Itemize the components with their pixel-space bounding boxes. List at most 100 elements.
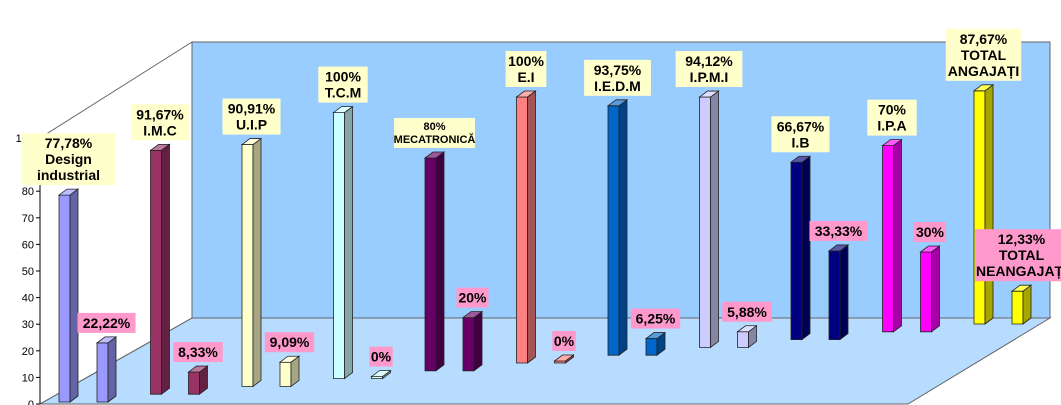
data-label-unemployed: 20% <box>456 287 489 308</box>
data-label-employed-box <box>318 66 368 103</box>
data-label-employed-text: 77,78% <box>45 135 93 151</box>
bar-employed-front <box>150 149 162 395</box>
bar-employed-front <box>699 96 711 348</box>
data-label-employed-box <box>22 133 115 186</box>
bar-employed-side <box>344 105 353 380</box>
data-label-employed-text: I.P.M.I <box>690 69 729 85</box>
data-label-unemployed-text: 9,09% <box>270 334 310 350</box>
data-label-employed-text: 70% <box>878 102 907 118</box>
bar-unemployed-front <box>188 371 200 395</box>
data-label-unemployed-box <box>456 287 489 308</box>
data-label-employed-text: industrial <box>37 167 100 183</box>
bar-unemployed-top <box>95 336 118 344</box>
bar-employed-front <box>607 105 620 356</box>
y-tick-label: 40 <box>22 293 34 305</box>
bar-unemployed-top <box>187 365 209 373</box>
bar-unemployed-side <box>931 245 940 333</box>
bar-employed-top <box>698 90 720 98</box>
data-label-unemployed-text: 5,88% <box>727 304 767 320</box>
bar-employed-side <box>435 151 445 372</box>
data-label-unemployed-text: 12,33% <box>998 231 1046 247</box>
data-label-employed-text: 91,67% <box>136 106 184 122</box>
data-label-unemployed-text: TOTAL <box>999 247 1045 263</box>
y-tick-label: 50 <box>22 266 34 278</box>
data-label-employed: 100%T.C.M <box>318 66 368 103</box>
bar-employed-front <box>424 157 437 372</box>
bar-employed-front <box>241 144 254 387</box>
data-label-employed: 94,12%I.P.M.I <box>675 51 743 88</box>
data-label-unemployed-box <box>913 222 947 242</box>
bar-employed <box>149 143 171 396</box>
bar-unemployed-front <box>1011 290 1024 325</box>
data-label-unemployed-box <box>809 220 868 241</box>
y-tick-label: 80 <box>22 186 34 198</box>
bar-employed-side <box>69 188 79 403</box>
data-label-employed-box <box>584 59 651 96</box>
bar-unemployed-side <box>1022 284 1032 325</box>
data-label-unemployed: 22,22% <box>77 312 136 333</box>
bar-unemployed-side <box>839 244 849 341</box>
y-tick-label: 0 <box>28 399 34 405</box>
bar-unemployed-side <box>107 336 117 403</box>
bar-employed-front <box>973 90 986 325</box>
data-label-unemployed-text: 6,25% <box>636 311 676 327</box>
bar-employed <box>240 137 263 388</box>
data-label-unemployed-box <box>173 342 223 363</box>
data-label-unemployed-box <box>630 308 681 329</box>
data-label-unemployed: 9,09% <box>264 332 315 353</box>
data-label-employed-text: E.I <box>517 69 534 85</box>
bar-employed-top <box>972 84 995 92</box>
bar-unemployed <box>736 324 758 349</box>
bar-employed-side <box>801 155 811 341</box>
y-tick-label: 70 <box>22 213 34 225</box>
data-label-employed-box <box>771 116 830 153</box>
data-label-unemployed-text: 20% <box>458 290 487 306</box>
data-label-unemployed-box <box>369 346 393 367</box>
data-label-unemployed: 0% <box>369 346 393 367</box>
data-label-unemployed-box <box>264 332 315 353</box>
bar-employed-side <box>618 99 628 357</box>
data-label-employed-box <box>130 104 190 141</box>
bar-unemployed <box>827 244 850 341</box>
bar-unemployed-top <box>278 355 301 363</box>
bar-unemployed <box>187 365 209 396</box>
data-label-employed-text: 93,75% <box>594 62 642 78</box>
bar-employed <box>972 83 995 325</box>
bar-unemployed-front <box>737 331 749 348</box>
data-label-employed-text: I.E.D.M <box>594 78 641 94</box>
y-tick-label: 30 <box>22 319 34 331</box>
data-label-employed-text: 100% <box>325 69 361 85</box>
data-label-employed-box <box>222 98 281 135</box>
data-label-employed-text: I.B <box>792 134 810 150</box>
data-label-employed: 100%E.I <box>505 51 547 87</box>
data-label-employed-text: 80% <box>423 121 445 133</box>
bar-unemployed-top <box>827 244 850 252</box>
bar-employed <box>332 105 354 380</box>
bar-employed <box>881 138 903 333</box>
data-label-unemployed: 5,88% <box>722 301 772 322</box>
data-label-unemployed: 0% <box>552 331 576 351</box>
data-label-employed: 90,91%U.I.P <box>222 98 281 135</box>
bar-employed-top <box>789 155 812 163</box>
bar-unemployed-front <box>279 361 292 387</box>
bars <box>57 83 1033 403</box>
data-label-employed-text: Design <box>45 151 92 167</box>
data-label-employed-box <box>945 28 1022 81</box>
data-label-employed: 70%I.P.A <box>867 99 917 136</box>
bar-employed-front <box>333 112 345 380</box>
data-label-unemployed-text: 8,33% <box>178 344 218 360</box>
bar-employed-side <box>710 90 719 349</box>
data-label-unemployed-box <box>722 301 772 322</box>
bar-employed-top <box>423 151 446 159</box>
data-label-employed-box <box>505 51 547 87</box>
y-tick-label: 20 <box>22 346 34 358</box>
data-label-employed: 93,75%I.E.D.M <box>584 59 651 96</box>
data-label-unemployed-text: 0% <box>371 349 392 365</box>
data-label-employed-text: 94,12% <box>685 53 733 69</box>
bar-employed-top <box>606 99 629 107</box>
bar-unemployed <box>644 331 667 357</box>
